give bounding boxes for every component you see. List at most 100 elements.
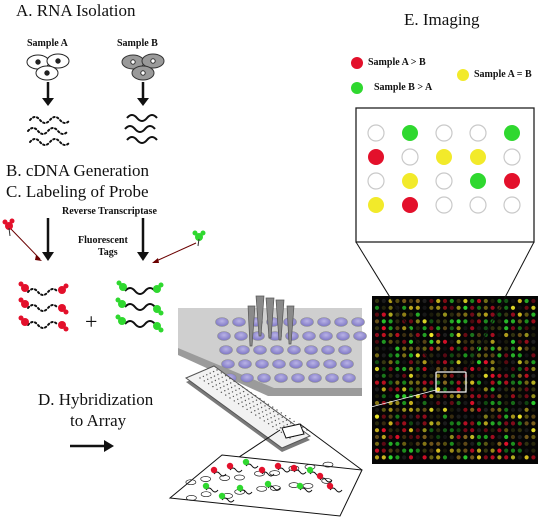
slide-spot (226, 383, 228, 386)
scan-spot (483, 428, 488, 433)
scan-spot (470, 312, 475, 317)
slide-spot (272, 425, 274, 428)
scan-spot (470, 421, 475, 426)
scan-spot (490, 298, 495, 304)
scan-spot (510, 387, 516, 392)
scan-spot (490, 380, 495, 385)
scan-spot (510, 380, 516, 385)
scan-spot (415, 448, 420, 453)
spot-empty (503, 148, 521, 166)
scan-spot (429, 414, 434, 419)
slide-spot (279, 422, 281, 425)
scan-spot (510, 346, 516, 351)
slide-spot (249, 402, 251, 405)
scan-spot (395, 387, 400, 392)
scan-spot (415, 298, 420, 304)
scan-spot (429, 353, 434, 358)
slide-spot (211, 381, 213, 383)
scan-spot (476, 319, 482, 324)
scan-spot (510, 394, 516, 399)
scan-spot (483, 305, 488, 310)
scan-spot (483, 373, 488, 378)
labeling-arrows (42, 218, 149, 261)
scan-spot (531, 394, 536, 399)
scan-spot (456, 414, 461, 419)
scan-spot (510, 434, 516, 440)
scan-spot (436, 319, 441, 324)
scan-spot (476, 441, 482, 446)
scan-spot (483, 407, 488, 412)
isolation-arrows (42, 82, 149, 106)
scan-spot (524, 326, 529, 331)
scan-spot (449, 346, 454, 351)
scan-spot (395, 332, 400, 338)
sample-b-label: Sample B (117, 38, 158, 49)
scan-spot (381, 319, 386, 324)
scan-spot (504, 339, 509, 344)
slide-spot (215, 384, 217, 386)
slide-spot (210, 377, 212, 379)
scan-spot (381, 298, 386, 304)
plate-well (291, 373, 305, 383)
spot-red (402, 197, 418, 213)
scan-spot (436, 414, 441, 419)
scan-spot (524, 332, 529, 338)
scan-spot (415, 434, 420, 440)
slide-spot (286, 423, 288, 426)
cdna-generation-heading: B. cDNA Generation (6, 161, 150, 180)
slide-spot (213, 375, 216, 377)
slide-spot (259, 417, 261, 419)
legend-swatch (457, 69, 469, 81)
slide-spot (250, 411, 253, 413)
spot-empty (469, 196, 487, 214)
scan-spot (429, 346, 434, 351)
scan-spot (504, 421, 509, 426)
scan-spot (470, 394, 475, 399)
scan-spot (524, 319, 529, 324)
scan-spot (388, 366, 393, 372)
scan-spot (504, 360, 509, 365)
scan-spot (374, 441, 380, 446)
scan-spot (388, 448, 393, 453)
scan-spot (456, 353, 461, 358)
scan-spot (422, 387, 427, 392)
scan-spot (395, 353, 400, 358)
scan-spot (456, 319, 461, 324)
sample-b-cells-icon (121, 53, 165, 81)
slide-spot (199, 377, 201, 379)
scan-spot (524, 448, 529, 453)
slide-spot (231, 391, 234, 393)
scan-spot (470, 387, 475, 392)
scan-spot (374, 380, 380, 385)
slide-spot (209, 372, 211, 374)
scan-spot (388, 421, 393, 426)
scan-spot (517, 407, 522, 412)
scan-spot (436, 366, 441, 372)
scan-spot (381, 394, 386, 399)
scan-spot (436, 441, 441, 446)
scan-spot (395, 373, 400, 378)
scan-spot (504, 387, 509, 392)
slide-spot (223, 385, 225, 387)
scan-spot (388, 434, 393, 440)
slide-spot (242, 386, 244, 388)
scan-spot (476, 366, 482, 372)
scan-spot (436, 360, 441, 365)
slide-spot (256, 403, 258, 406)
scan-spot (456, 332, 461, 338)
plate-well (304, 345, 318, 355)
scan-spot (470, 332, 475, 338)
slide-spot (276, 409, 278, 411)
scan-spot (456, 448, 461, 453)
scan-spot (531, 373, 536, 378)
slide-spot (232, 395, 235, 398)
scan-spot (374, 360, 380, 365)
scan-spot (517, 455, 522, 460)
scan-spot (381, 326, 386, 331)
scan-spot (374, 373, 380, 378)
scan-spot (402, 366, 407, 372)
scan-spot (504, 380, 509, 385)
scan-spot (449, 380, 454, 385)
scan-spot (436, 387, 441, 392)
slide-spot (212, 385, 214, 388)
